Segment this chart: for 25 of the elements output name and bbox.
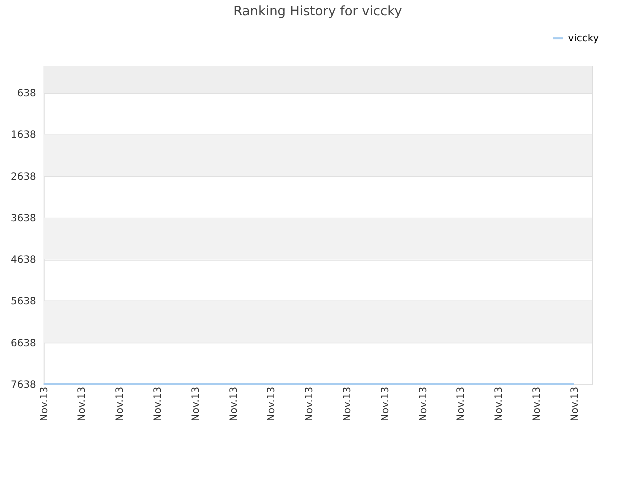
legend-label: viccky: [568, 34, 600, 45]
x-tick-label: Nov.13: [418, 386, 430, 422]
y-tick-label: 6638: [11, 338, 36, 350]
x-tick-label: Nov.13: [266, 386, 278, 422]
x-tick-label: Nov.13: [190, 386, 202, 422]
x-tick-label: Nov.13: [342, 386, 354, 422]
x-tick-label: Nov.13: [39, 386, 50, 422]
y-tick-label: 1638: [11, 130, 36, 142]
y-tick-label: 638: [17, 88, 36, 100]
y-tick-label: 5638: [11, 296, 36, 308]
y-tick-label: 2638: [11, 172, 36, 183]
x-tick-label: Nov.13: [532, 386, 543, 422]
x-tick-label: Nov.13: [77, 386, 88, 422]
x-tick-label: Nov.13: [115, 386, 126, 422]
x-tick-label: Nov.13: [380, 386, 392, 422]
x-tick-label: Nov.13: [153, 386, 164, 422]
y-tick-label: 4638: [11, 255, 36, 266]
y-tick-label: 7638: [11, 380, 36, 391]
chart-title: Ranking History for viccky: [234, 4, 403, 20]
x-tick-label: Nov.13: [570, 386, 581, 422]
y-tick-label: 3638: [11, 213, 36, 224]
x-tick-label: Nov.13: [304, 386, 316, 422]
x-tick-label: Nov.13: [228, 386, 240, 422]
x-tick-label: Nov.13: [494, 386, 506, 422]
x-tick-label: Nov.13: [456, 386, 468, 422]
